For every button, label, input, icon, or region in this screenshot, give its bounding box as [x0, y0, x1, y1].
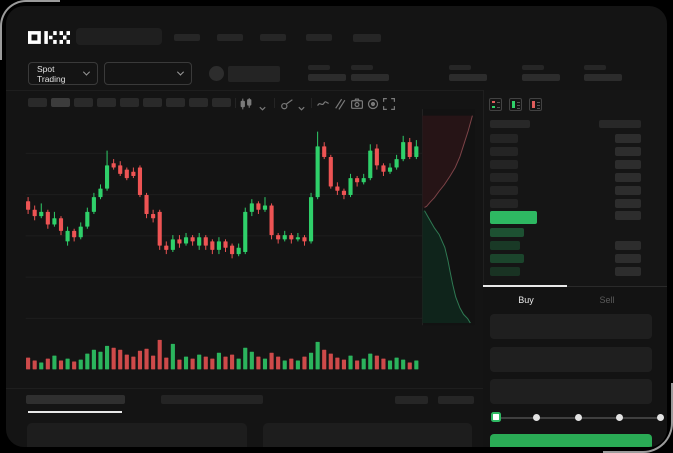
chevron-down-icon [176, 68, 185, 76]
orders-filter-placeholder[interactable] [395, 396, 428, 404]
timeframe-button[interactable] [143, 98, 162, 107]
orders-filter-placeholder[interactable] [438, 396, 474, 404]
stat-value-placeholder [308, 74, 346, 81]
orderbook-amount-header-placeholder [599, 120, 641, 128]
nav-item-placeholder[interactable] [306, 34, 332, 41]
stat-label-placeholder [351, 65, 373, 70]
divider [274, 98, 275, 108]
pair-selector-dropdown[interactable] [104, 62, 192, 85]
orders-tab-placeholder[interactable] [161, 395, 263, 404]
okx-logo[interactable] [27, 31, 70, 44]
stat-value-placeholder [351, 74, 389, 81]
divider [311, 98, 312, 108]
timeframe-button[interactable] [120, 98, 139, 107]
bottom-tab-underline [28, 411, 122, 413]
price-input[interactable] [490, 314, 652, 339]
amount-slider-handle[interactable] [491, 412, 501, 422]
stat-label-placeholder [308, 65, 330, 70]
slider-stop[interactable] [533, 414, 540, 421]
drawing-tools-icon[interactable] [333, 97, 347, 111]
timeframe-button[interactable] [212, 98, 231, 107]
fullscreen-icon[interactable] [382, 97, 396, 111]
orderbook-view-combined-icon[interactable] [489, 98, 502, 111]
stat-label-placeholder [449, 65, 471, 70]
market-type-label: Spot Trading [37, 63, 66, 84]
timeframe-button[interactable] [28, 98, 47, 107]
tab-buy[interactable]: Buy [518, 295, 534, 305]
indicators-icon[interactable] [280, 97, 294, 111]
settings-icon[interactable] [366, 97, 380, 111]
active-tab-indicator [483, 285, 567, 287]
divider [6, 388, 483, 389]
stat-label-placeholder [522, 65, 544, 70]
market-type-dropdown[interactable]: Spot Trading [28, 62, 98, 85]
orders-tab-active-placeholder[interactable] [26, 395, 125, 404]
total-input[interactable] [490, 379, 652, 404]
orderbook-view-asks-icon[interactable] [529, 98, 542, 111]
pair-name-placeholder [228, 66, 280, 82]
stat-value-placeholder [522, 74, 560, 81]
divider [6, 90, 483, 91]
chevron-down-icon[interactable] [258, 100, 267, 111]
tab-divider [567, 286, 667, 287]
chevron-down-icon[interactable] [297, 100, 306, 111]
chevron-down-icon [83, 68, 91, 76]
orders-table-placeholder [27, 423, 247, 447]
amount-input[interactable] [490, 347, 652, 372]
line-tool-icon[interactable] [316, 97, 330, 111]
orderbook-price-header-placeholder [490, 120, 530, 128]
buy-submit-button[interactable] [490, 434, 652, 447]
divider [235, 98, 236, 108]
slider-stop[interactable] [657, 414, 664, 421]
timeframe-button[interactable] [166, 98, 185, 107]
slider-stop[interactable] [616, 414, 623, 421]
orders-table-placeholder [263, 423, 472, 447]
camera-icon[interactable] [350, 97, 364, 111]
slider-stop[interactable] [575, 414, 582, 421]
stat-value-placeholder [584, 74, 622, 81]
timeframe-button[interactable] [189, 98, 208, 107]
chart-type-icon[interactable] [239, 97, 253, 111]
timeframe-button[interactable] [74, 98, 93, 107]
search-input[interactable] [76, 28, 162, 45]
stat-value-placeholder [449, 74, 487, 81]
tab-sell[interactable]: Sell [599, 295, 615, 305]
stat-label-placeholder [584, 65, 606, 70]
nav-item-placeholder[interactable] [174, 34, 200, 41]
coin-avatar [209, 66, 224, 81]
timeframe-button[interactable] [97, 98, 116, 107]
nav-item-placeholder[interactable] [353, 34, 381, 42]
timeframe-button[interactable] [51, 98, 70, 107]
orderbook-view-bids-icon[interactable] [509, 98, 522, 111]
nav-item-placeholder[interactable] [217, 34, 243, 41]
nav-item-placeholder[interactable] [260, 34, 286, 41]
